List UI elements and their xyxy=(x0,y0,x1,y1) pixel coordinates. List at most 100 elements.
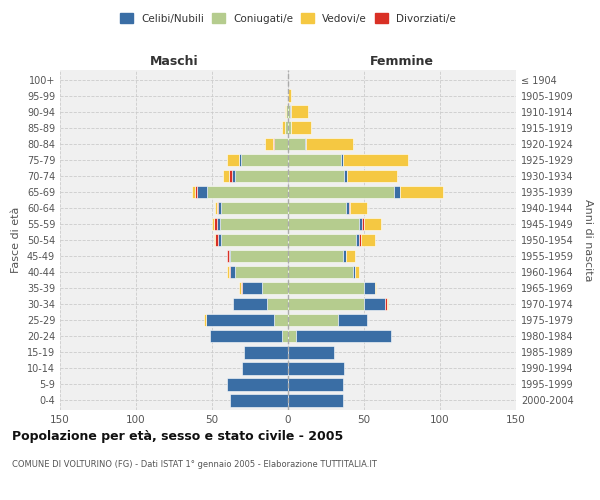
Text: Femmine: Femmine xyxy=(370,54,434,68)
Bar xyxy=(211,330,282,342)
Bar xyxy=(235,266,288,278)
Bar xyxy=(285,122,288,134)
Bar xyxy=(214,218,217,230)
Bar xyxy=(239,154,241,166)
Bar xyxy=(206,314,274,326)
Bar xyxy=(288,138,305,150)
Bar xyxy=(215,202,217,214)
Bar xyxy=(288,314,338,326)
Bar xyxy=(288,218,359,230)
Bar xyxy=(227,250,229,262)
Bar xyxy=(274,314,288,326)
Bar xyxy=(242,362,288,374)
Bar xyxy=(288,266,353,278)
Legend: Celibi/Nubili, Coniugati/e, Vedovi/e, Divorziati/e: Celibi/Nubili, Coniugati/e, Vedovi/e, Di… xyxy=(117,10,459,26)
Bar xyxy=(288,394,343,406)
Bar xyxy=(344,170,347,182)
Bar xyxy=(347,170,397,182)
Bar xyxy=(346,250,355,262)
Bar xyxy=(355,266,359,278)
Bar xyxy=(288,234,356,246)
Bar xyxy=(343,154,408,166)
Bar xyxy=(239,282,241,294)
Bar xyxy=(282,122,285,134)
Bar xyxy=(274,138,288,150)
Bar xyxy=(288,154,341,166)
Bar xyxy=(361,234,374,246)
Bar xyxy=(296,330,391,342)
Bar xyxy=(223,170,229,182)
Text: Maschi: Maschi xyxy=(149,54,199,68)
Bar xyxy=(218,234,221,246)
Bar xyxy=(227,266,229,278)
Bar xyxy=(218,202,221,214)
Bar xyxy=(221,202,288,214)
Bar xyxy=(349,202,350,214)
Bar xyxy=(288,202,346,214)
Text: Popolazione per età, sesso e stato civile - 2005: Popolazione per età, sesso e stato civil… xyxy=(12,430,343,443)
Bar xyxy=(350,202,367,214)
Bar xyxy=(265,138,273,150)
Bar xyxy=(192,186,195,198)
Bar xyxy=(385,298,387,310)
Bar xyxy=(288,346,334,358)
Bar xyxy=(362,218,364,230)
Bar xyxy=(197,186,208,198)
Bar xyxy=(291,122,311,134)
Bar xyxy=(282,330,288,342)
Y-axis label: Fasce di età: Fasce di età xyxy=(11,207,21,273)
Bar xyxy=(229,250,230,262)
Bar xyxy=(341,154,343,166)
Bar xyxy=(400,186,443,198)
Bar xyxy=(291,106,308,118)
Bar xyxy=(288,106,290,118)
Bar xyxy=(286,106,288,118)
Bar xyxy=(364,218,381,230)
Bar xyxy=(346,202,349,214)
Bar xyxy=(353,266,355,278)
Bar xyxy=(227,378,288,390)
Bar xyxy=(217,218,220,230)
Bar xyxy=(221,234,288,246)
Bar xyxy=(288,378,343,390)
Bar xyxy=(242,282,262,294)
Bar xyxy=(364,298,385,310)
Y-axis label: Anni di nascita: Anni di nascita xyxy=(583,198,593,281)
Bar xyxy=(359,218,362,230)
Text: COMUNE DI VOLTURINO (FG) - Dati ISTAT 1° gennaio 2005 - Elaborazione TUTTITALIA.: COMUNE DI VOLTURINO (FG) - Dati ISTAT 1°… xyxy=(12,460,377,469)
Bar xyxy=(288,362,344,374)
Bar xyxy=(359,234,361,246)
Bar xyxy=(233,298,267,310)
Bar xyxy=(229,266,230,278)
Bar xyxy=(364,282,374,294)
Bar xyxy=(356,234,359,246)
Bar xyxy=(267,298,288,310)
Bar xyxy=(285,106,286,118)
Bar xyxy=(288,282,364,294)
Bar xyxy=(387,298,388,310)
Bar xyxy=(212,218,214,230)
Bar xyxy=(288,330,296,342)
Bar xyxy=(215,234,218,246)
Bar xyxy=(305,138,306,150)
Bar xyxy=(229,170,232,182)
Bar xyxy=(220,218,288,230)
Bar xyxy=(262,282,288,294)
Bar xyxy=(227,154,239,166)
Bar xyxy=(205,314,206,326)
Bar xyxy=(273,138,274,150)
Bar xyxy=(290,106,291,118)
Bar xyxy=(244,346,288,358)
Bar xyxy=(288,170,344,182)
Bar xyxy=(288,298,364,310)
Bar xyxy=(217,202,218,214)
Bar xyxy=(241,282,242,294)
Bar xyxy=(241,154,288,166)
Bar xyxy=(195,186,197,198)
Bar xyxy=(230,394,288,406)
Bar xyxy=(288,122,291,134)
Bar xyxy=(343,250,346,262)
Bar xyxy=(374,282,376,294)
Bar xyxy=(230,250,288,262)
Bar xyxy=(232,170,235,182)
